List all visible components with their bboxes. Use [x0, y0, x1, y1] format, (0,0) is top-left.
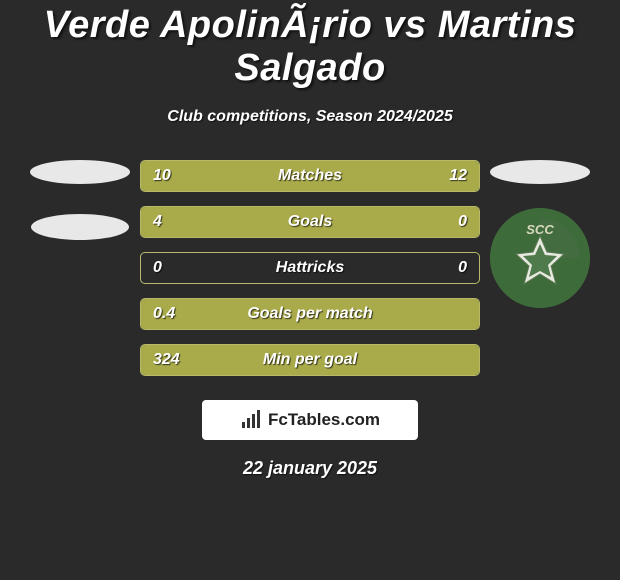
left-side [20, 160, 140, 240]
right-side: SCC [480, 160, 600, 308]
stat-row-matches: 10 Matches 12 [140, 160, 480, 192]
left-value: 10 [153, 167, 171, 185]
page-title: Verde ApolinÃ¡rio vs Martins Salgado [0, 4, 620, 90]
left-value: 4 [153, 213, 162, 231]
stat-row-goals-per-match: 0.4 Goals per match [140, 298, 480, 330]
stat-label: Goals [288, 213, 332, 231]
stat-row-min-per-goal: 324 Min per goal [140, 344, 480, 376]
left-value: 0 [153, 259, 162, 277]
left-club-placeholder [31, 214, 129, 240]
stat-label: Min per goal [263, 351, 357, 369]
left-fill [141, 207, 398, 237]
left-photo-placeholder [30, 160, 130, 184]
right-value: 0 [458, 213, 467, 231]
bar-chart-icon [240, 410, 262, 430]
stat-label: Hattricks [276, 259, 344, 277]
stat-row-hattricks: 0 Hattricks 0 [140, 252, 480, 284]
left-value: 324 [153, 351, 180, 369]
date-text: 22 january 2025 [243, 458, 377, 479]
left-value: 0.4 [153, 305, 175, 323]
fctables-logo: FcTables.com [202, 400, 418, 440]
stat-label: Matches [278, 167, 342, 185]
right-value: 12 [449, 167, 467, 185]
stat-label: Goals per match [247, 305, 372, 323]
comparison-area: 10 Matches 12 4 Goals 0 0 Hattricks 0 0.4 Goals pe… [0, 160, 620, 376]
stat-row-goals: 4 Goals 0 [140, 206, 480, 238]
right-value: 0 [458, 259, 467, 277]
logo-text: FcTables.com [268, 410, 380, 430]
crest-text: SCC [526, 222, 554, 237]
subtitle: Club competitions, Season 2024/2025 [167, 108, 452, 126]
right-club-crest: SCC [490, 208, 590, 308]
stats-bars: 10 Matches 12 4 Goals 0 0 Hattricks 0 0.4 Goals pe… [140, 160, 480, 376]
right-photo-placeholder [490, 160, 590, 184]
